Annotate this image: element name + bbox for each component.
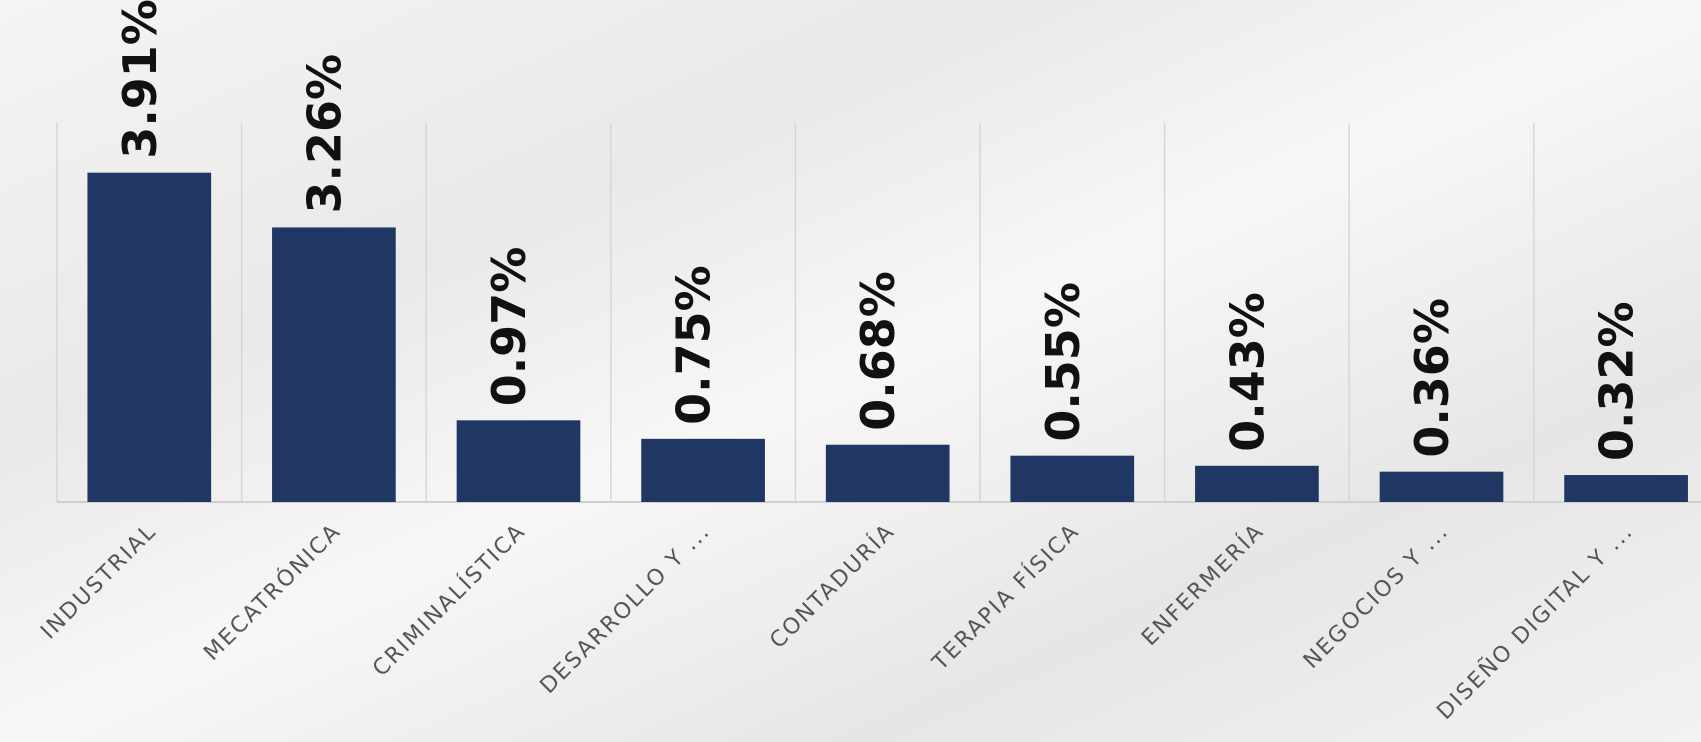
bar (87, 172, 212, 503)
bar (641, 438, 765, 502)
value-label: 3.91% (113, 0, 167, 159)
value-label: 0.68% (851, 271, 905, 431)
value-label: 0.75% (667, 265, 721, 425)
value-label: 3.26% (297, 54, 351, 214)
bar (1564, 475, 1688, 502)
bar (1379, 471, 1504, 502)
value-label: 0.43% (1220, 292, 1274, 452)
value-label: 0.55% (1036, 282, 1090, 442)
bar (456, 420, 581, 502)
bar (825, 444, 950, 502)
bar (1195, 465, 1319, 502)
bar (1010, 455, 1135, 502)
value-label: 0.36% (1405, 298, 1459, 458)
bar (272, 227, 396, 503)
value-label: 0.97% (482, 247, 536, 407)
value-label: 0.32% (1590, 301, 1644, 461)
